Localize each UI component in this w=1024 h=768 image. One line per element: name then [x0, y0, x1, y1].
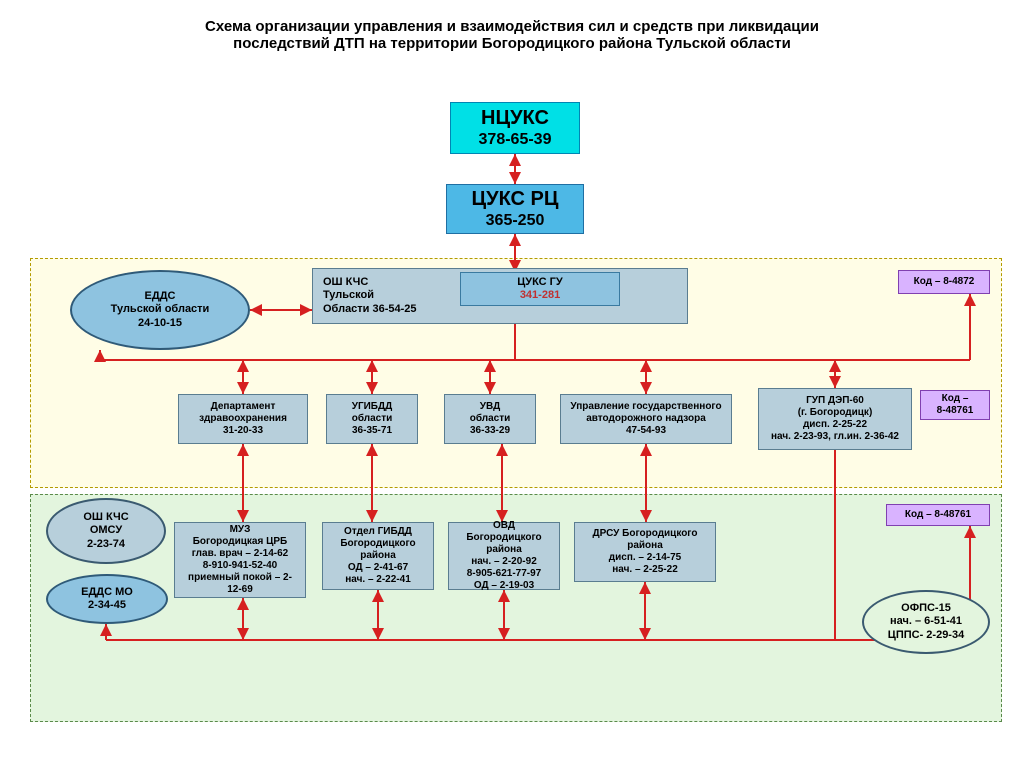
- edds-tula: ЕДДСТульской области24-10-15: [70, 270, 250, 350]
- diagram-stage: Схема организации управления и взаимодей…: [0, 0, 1024, 768]
- osh-omsu: ОШ КЧСОМСУ2-23-74: [46, 498, 166, 564]
- gup-dep60: ГУП ДЭП-60(г. Богородицк)дисп. 2-25-22на…: [758, 388, 912, 450]
- page-title: Схема организации управления и взаимодей…: [0, 18, 1024, 52]
- kod1: Код – 8-4872: [898, 270, 990, 294]
- ovd-raion: ОВДБогородицкого районанач. – 2-20-928-9…: [448, 522, 560, 590]
- dep-zdrav: Департаментздравоохранения31-20-33: [178, 394, 308, 444]
- ugadn: Управление государственногоавтодорожного…: [560, 394, 732, 444]
- ugibdd: УГИБДДобласти36-35-71: [326, 394, 418, 444]
- ofps: ОФПС-15нач. – 6-51-41ЦППС- 2-29-34: [862, 590, 990, 654]
- uvd: УВДобласти36-33-29: [444, 394, 536, 444]
- cuks-rc: ЦУКС РЦ365-250: [446, 184, 584, 234]
- ncuks: НЦУКС378-65-39: [450, 102, 580, 154]
- drsu: ДРСУ Богородицкогорайонадисп. – 2-14-75н…: [574, 522, 716, 582]
- muz-crb: МУЗБогородицкая ЦРБглав. врач – 2-14-628…: [174, 522, 306, 598]
- kod2: Код –8-48761: [920, 390, 990, 420]
- kod3: Код – 8-48761: [886, 504, 990, 526]
- edds-mo: ЕДДС МО2-34-45: [46, 574, 168, 624]
- cuks-gu: ЦУКС ГУ341-281: [460, 272, 620, 306]
- gibdd-raion: Отдел ГИБДДБогородицкогорайонаОД – 2-41-…: [322, 522, 434, 590]
